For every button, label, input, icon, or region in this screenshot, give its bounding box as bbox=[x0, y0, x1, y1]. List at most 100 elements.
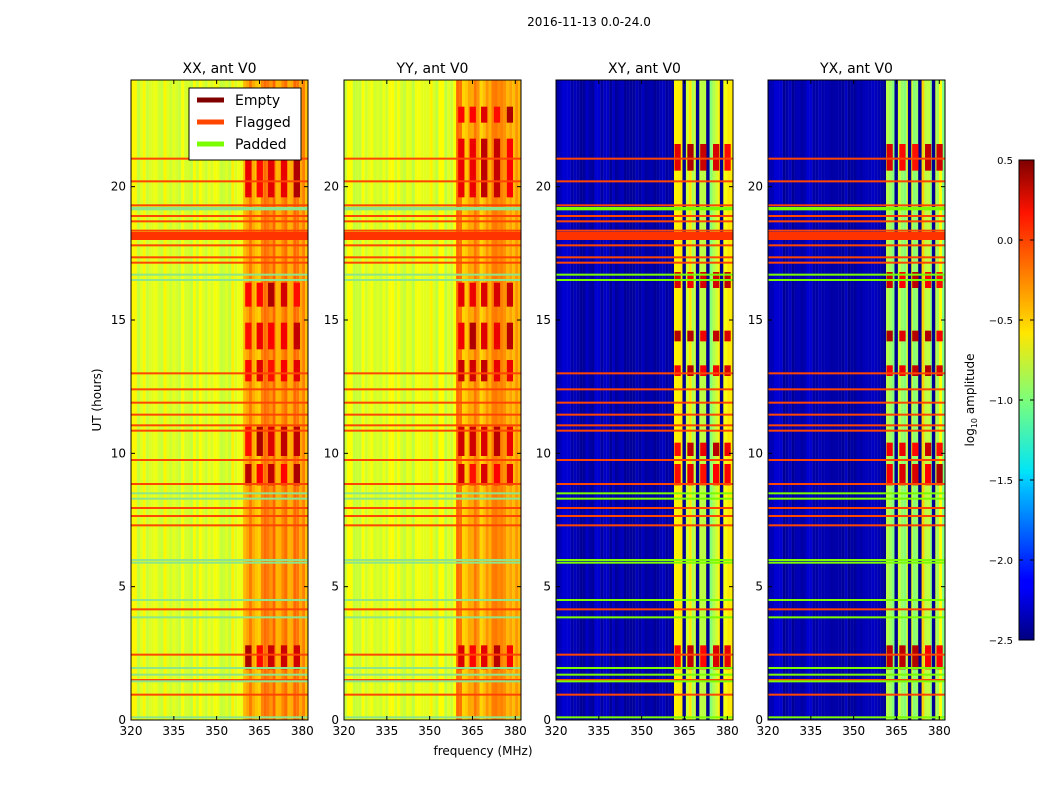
hot-block bbox=[268, 426, 275, 456]
hot-block bbox=[458, 464, 465, 486]
column bbox=[166, 80, 170, 720]
column bbox=[930, 80, 934, 720]
column bbox=[240, 80, 244, 720]
flagged-row bbox=[131, 459, 308, 461]
flagged-row bbox=[344, 679, 521, 681]
flagged-row bbox=[556, 157, 733, 160]
flagged-band bbox=[556, 232, 733, 240]
column bbox=[600, 80, 604, 720]
hot-block bbox=[469, 360, 476, 382]
hot-block bbox=[469, 426, 476, 456]
column bbox=[512, 80, 516, 720]
flagged-row bbox=[344, 413, 521, 416]
column bbox=[376, 80, 380, 720]
column bbox=[809, 80, 813, 720]
x-tick-label: 380 bbox=[291, 724, 314, 738]
x-tick-label: 380 bbox=[928, 724, 951, 738]
padded-row bbox=[131, 559, 308, 561]
column bbox=[782, 80, 786, 720]
padded-row bbox=[556, 273, 733, 276]
hot-block bbox=[687, 144, 694, 171]
column bbox=[249, 80, 253, 720]
column bbox=[423, 80, 427, 720]
column bbox=[494, 80, 498, 720]
flagged-row bbox=[131, 261, 308, 264]
axes-frame bbox=[555, 79, 734, 721]
column bbox=[506, 80, 510, 720]
flagged-row bbox=[768, 608, 945, 611]
column bbox=[835, 80, 839, 720]
column bbox=[597, 80, 601, 720]
padded-row bbox=[556, 561, 733, 564]
column bbox=[626, 80, 630, 720]
column bbox=[674, 80, 678, 720]
column bbox=[207, 80, 211, 720]
flagged-row bbox=[768, 424, 945, 427]
column bbox=[441, 80, 445, 720]
column bbox=[385, 80, 389, 720]
y-tick-label: 0 bbox=[331, 713, 339, 727]
flagged-row bbox=[556, 180, 733, 183]
column bbox=[573, 80, 577, 720]
colorbar-tick-label: −2.5 bbox=[989, 636, 1013, 647]
column bbox=[691, 80, 695, 720]
hot-block bbox=[256, 322, 263, 350]
hot-block bbox=[687, 442, 694, 456]
column bbox=[921, 80, 925, 720]
flagged-row bbox=[556, 524, 733, 527]
flagged-row bbox=[344, 424, 521, 427]
hot-block bbox=[912, 365, 919, 376]
column bbox=[210, 80, 214, 720]
padded-row bbox=[556, 559, 733, 561]
padded-row bbox=[768, 208, 945, 211]
column bbox=[485, 80, 489, 720]
padded-row bbox=[131, 273, 308, 276]
column bbox=[615, 80, 619, 720]
padded-row bbox=[556, 208, 733, 211]
axes-frame bbox=[130, 79, 309, 721]
column bbox=[603, 80, 607, 720]
hot-block bbox=[256, 645, 263, 670]
column bbox=[263, 80, 267, 720]
flagged-row bbox=[344, 653, 521, 656]
column bbox=[903, 80, 907, 720]
column bbox=[841, 80, 845, 720]
x-tick-label: 350 bbox=[842, 724, 865, 738]
x-tick-label: 335 bbox=[799, 724, 822, 738]
flagged-row bbox=[344, 157, 521, 160]
column bbox=[827, 80, 831, 720]
hot-block bbox=[245, 645, 252, 670]
column bbox=[773, 80, 777, 720]
column bbox=[515, 80, 519, 720]
column bbox=[246, 80, 250, 720]
panel-title: YX, ant V0 bbox=[819, 61, 893, 77]
padded-row bbox=[131, 279, 308, 281]
flagged-row bbox=[556, 220, 733, 223]
column bbox=[172, 80, 176, 720]
colorbar-label: log10 amplitude bbox=[963, 354, 979, 447]
flagged-row bbox=[131, 515, 308, 517]
column bbox=[591, 80, 595, 720]
column bbox=[405, 80, 410, 720]
hot-block bbox=[280, 138, 288, 198]
column bbox=[676, 80, 681, 720]
hot-block bbox=[280, 282, 288, 307]
x-tick-label: 335 bbox=[587, 724, 610, 738]
column bbox=[148, 80, 152, 720]
padded-row bbox=[768, 616, 945, 619]
hot-block bbox=[293, 360, 301, 382]
hot-block bbox=[936, 442, 943, 456]
panel-title: XX, ant V0 bbox=[183, 61, 257, 77]
flagged-row bbox=[131, 256, 308, 259]
hot-block bbox=[245, 322, 252, 350]
padded-row bbox=[768, 559, 945, 561]
hot-block bbox=[687, 365, 694, 376]
y-tick-label: 10 bbox=[748, 446, 763, 460]
flagged-band bbox=[344, 232, 521, 240]
column bbox=[394, 80, 398, 720]
column bbox=[570, 80, 574, 720]
hot-block bbox=[458, 426, 465, 456]
hot-block bbox=[481, 106, 488, 123]
y-tick-label: 15 bbox=[324, 313, 339, 327]
column bbox=[154, 80, 158, 720]
